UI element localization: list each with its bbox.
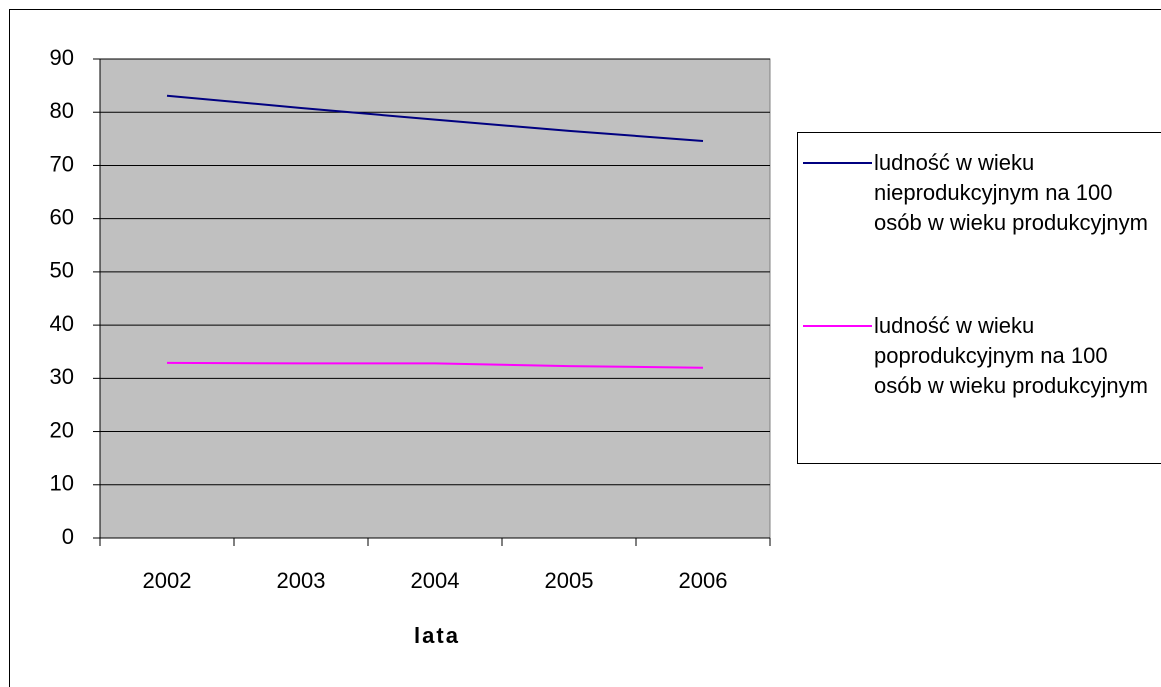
plot-area [99,58,771,539]
y-tick-label: 0 [62,524,74,549]
chart-border [9,9,1161,687]
x-tick-label: 2005 [545,568,594,593]
x-tick-label: 2006 [679,568,728,593]
x-tick-label: 2004 [411,568,460,593]
y-tick-label: 80 [50,98,74,123]
y-tick-label: 90 [50,45,74,70]
series-line [166,361,704,369]
x-tick-label: 2002 [143,568,192,593]
legend-label: ludność w wieku nieprodukcyjnym na 100 o… [874,150,1148,235]
y-tick-label: 70 [50,151,74,176]
legend-label: ludność w wieku poprodukcyjnym na 100 os… [874,313,1148,398]
y-tick-label: 30 [50,364,74,389]
legend [797,132,1161,464]
x-tick-label: 2003 [277,568,326,593]
series-line [166,94,704,142]
y-tick-label: 50 [50,258,74,283]
x-axis-label: lata [414,623,460,648]
y-tick-label: 40 [50,311,74,336]
y-tick-label: 20 [50,417,74,442]
y-tick-label: 10 [50,471,74,496]
y-tick-label: 60 [50,204,74,229]
